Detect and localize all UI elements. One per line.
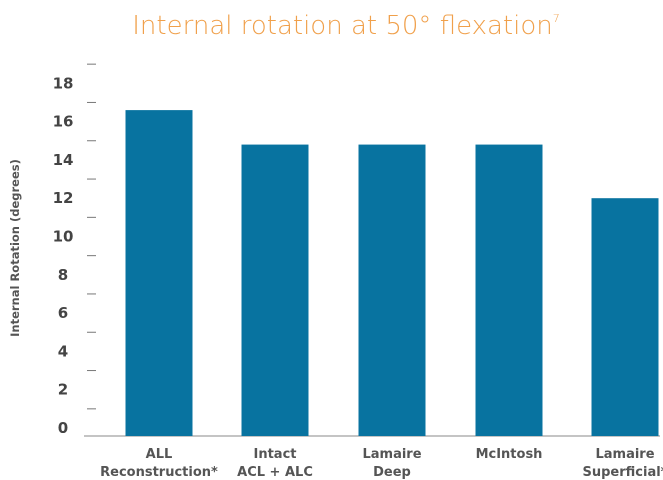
x-tick-label: Lamaire Superficial* (583, 447, 663, 480)
bar (125, 110, 193, 437)
bar (475, 144, 543, 436)
y-tick-label: 8 (58, 266, 68, 284)
y-tick-label: 6 (58, 304, 68, 322)
y-tick-label: 12 (53, 189, 74, 207)
x-tick-label: ALL Reconstruction* (100, 447, 218, 480)
y-axis-label: Internal Rotation (degrees) (8, 159, 22, 337)
bar (358, 144, 426, 436)
chart-title-text: Internal rotation at 50° flexation (132, 11, 552, 41)
y-axis-ticks: 0 2 4 6 8 10 12 14 16 18 (53, 63, 96, 437)
y-tick-label: 10 (53, 228, 74, 246)
chart-title-superscript: 7 (553, 12, 560, 25)
bars (125, 110, 659, 437)
chart-title: Internal rotation at 50° flexation7 (132, 11, 559, 41)
x-tick-label: Intact ACL + ALC (237, 447, 313, 480)
y-tick-label: 14 (53, 151, 74, 169)
y-tick-label: 0 (58, 419, 68, 437)
y-tick-label: 2 (58, 381, 68, 399)
bar (591, 198, 659, 436)
y-tick-label: 16 (53, 113, 74, 131)
bar (241, 144, 309, 436)
y-tick-label: 4 (58, 342, 68, 360)
x-axis-tick-labels: ALL Reconstruction* Intact ACL + ALC Lamaire… (100, 447, 663, 480)
x-tick-label: McIntosh (476, 447, 543, 462)
y-tick-label: 18 (53, 74, 74, 92)
x-tick-label: Lamaire Deep (362, 447, 421, 480)
